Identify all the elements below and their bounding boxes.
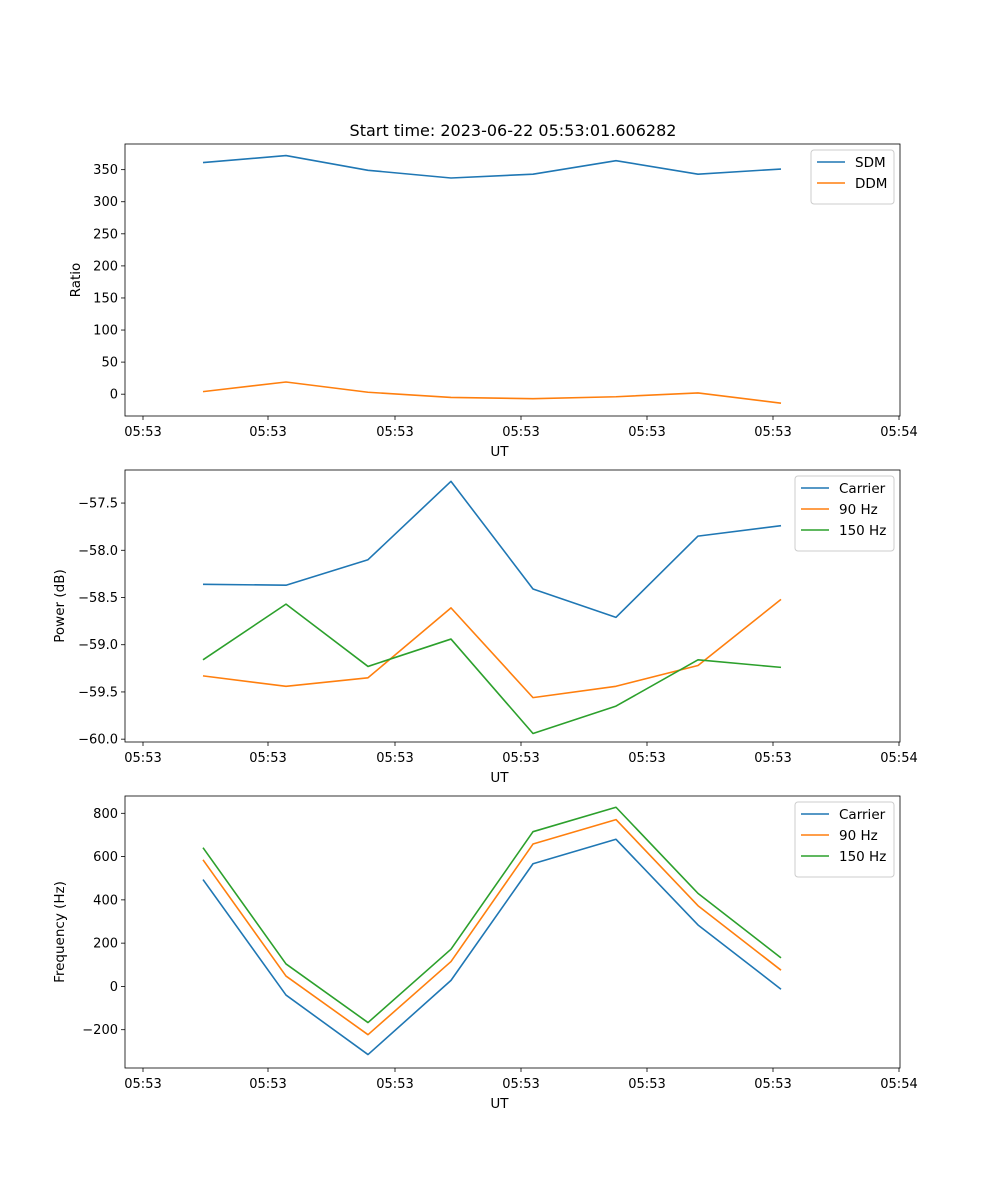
panel-2-legend-label-carrier: Carrier [839, 807, 886, 823]
panel-0-x-tick-label: 05:53 [376, 425, 413, 440]
panel-2-x-axis-label: UT [490, 1096, 509, 1112]
panel-2-x-tick-label: 05:53 [754, 1077, 791, 1092]
panel-2-legend-label-90-hz: 90 Hz [839, 828, 878, 844]
panel-0-axes-frame [124, 143, 901, 417]
panel-0-x-tick-label: 05:54 [880, 425, 917, 440]
panel-1-legend: Carrier 90 Hz 150 Hz [794, 475, 895, 552]
panel-0-y-tick-label: 300 [93, 195, 118, 210]
panel-2-y-tick-label: 200 [93, 937, 118, 952]
panel-1-x-tick-label: 05:53 [124, 751, 161, 766]
panel-2-legend: Carrier 90 Hz 150 Hz [794, 801, 895, 878]
panel-0-y-tick-label: 250 [93, 227, 118, 242]
panel-1-y-tick-label: −60.0 [78, 733, 118, 748]
panel-2-x-tick-label: 05:53 [249, 1077, 286, 1092]
panel-1-series-150-hz [202, 603, 782, 735]
panel-1-axes-frame [124, 469, 901, 743]
panel-0-y-tick-label: 150 [93, 291, 118, 306]
panel-0-y-tick-label: 50 [101, 356, 118, 371]
panel-0-y-tick-label: 0 [110, 388, 118, 403]
panel-1-legend-label-carrier: Carrier [839, 481, 886, 497]
panel-1-legend-label-150-hz: 150 Hz [839, 523, 886, 539]
panel-0-legend: SDM DDM [810, 149, 895, 205]
frequency-panel: −200 0 200 400 600 800 05:53 05:53 05:53 05:53 05:… [52, 795, 918, 1112]
panel-2-series-carrier [202, 838, 782, 1056]
panel-0-legend-label-ddm: DDM [855, 176, 887, 192]
panel-2-series-150-hz [202, 806, 782, 1024]
panel-0-y-tick-label: 350 [93, 163, 118, 178]
panel-2-x-tick-label: 05:53 [124, 1077, 161, 1092]
panel-0-x-tick-label: 05:53 [249, 425, 286, 440]
panel-1-x-tick-label: 05:54 [880, 751, 917, 766]
panel-0-x-tick-label: 05:53 [124, 425, 161, 440]
panel-1-y-axis-label: Power (dB) [52, 569, 68, 642]
panel-1-legend-label-90-hz: 90 Hz [839, 502, 878, 518]
panel-0-series-ddm [202, 381, 782, 404]
panel-0-legend-box [810, 149, 895, 205]
panel-1-y-tick-label: −57.5 [78, 497, 118, 512]
panel-2-y-tick-label: 800 [93, 807, 118, 822]
panel-2-x-tick-label: 05:54 [880, 1077, 917, 1092]
panel-1-x-tick-label: 05:53 [754, 751, 791, 766]
panel-2-y-tick-label: 600 [93, 850, 118, 865]
panel-2-legend-label-150-hz: 150 Hz [839, 849, 886, 865]
panel-1-legend-box [794, 475, 895, 552]
panel-2-y-tick-label: −200 [82, 1023, 118, 1038]
panel-0-x-tick-label: 05:53 [754, 425, 791, 440]
panel-1-x-axis-label: UT [490, 770, 509, 786]
panel-1-x-tick-label: 05:53 [502, 751, 539, 766]
panel-2-y-axis-label: Frequency (Hz) [52, 881, 68, 983]
panel-0-legend-label-sdm: SDM [855, 155, 886, 171]
panel-2-x-tick-label: 05:53 [628, 1077, 665, 1092]
panel-0-y-tick-label: 100 [93, 324, 118, 339]
panel-0-y-tick-label: 200 [93, 259, 118, 274]
panel-0-series-sdm [202, 154, 782, 179]
panel-1-x-tick-label: 05:53 [628, 751, 665, 766]
panel-0-x-tick-label: 05:53 [502, 425, 539, 440]
power-panel: −60.0 −59.5 −59.0 −58.5 −58.0 −57.5 05:53 05:53… [52, 469, 918, 786]
panel-1-series-90-hz [202, 598, 782, 699]
panel-1-x-tick-label: 05:53 [249, 751, 286, 766]
figure-title: Start time: 2023-06-22 05:53:01.606282 [350, 121, 677, 140]
panel-1-series-carrier [202, 480, 782, 619]
panel-2-x-tick-label: 05:53 [502, 1077, 539, 1092]
panel-0-y-axis-label: Ratio [68, 263, 84, 298]
panel-1-y-tick-label: −59.5 [78, 685, 118, 700]
panel-0-x-axis-label: UT [490, 444, 509, 460]
panel-2-y-tick-label: 400 [93, 893, 118, 908]
panel-2-series-90-hz [202, 818, 782, 1036]
panel-1-x-tick-label: 05:53 [376, 751, 413, 766]
panel-1-y-tick-label: −58.5 [78, 591, 118, 606]
panel-1-y-tick-label: −59.0 [78, 638, 118, 653]
panel-2-x-tick-label: 05:53 [376, 1077, 413, 1092]
panel-2-axes-frame [124, 795, 901, 1069]
ratio-panel: 0 50 100 150 200 250 300 350 05:53 05:53 05:53 05:5… [68, 143, 918, 460]
panel-2-y-tick-label: 0 [110, 980, 118, 995]
panel-0-x-tick-label: 05:53 [628, 425, 665, 440]
panel-2-legend-box [794, 801, 895, 878]
panel-1-y-tick-label: −58.0 [78, 544, 118, 559]
